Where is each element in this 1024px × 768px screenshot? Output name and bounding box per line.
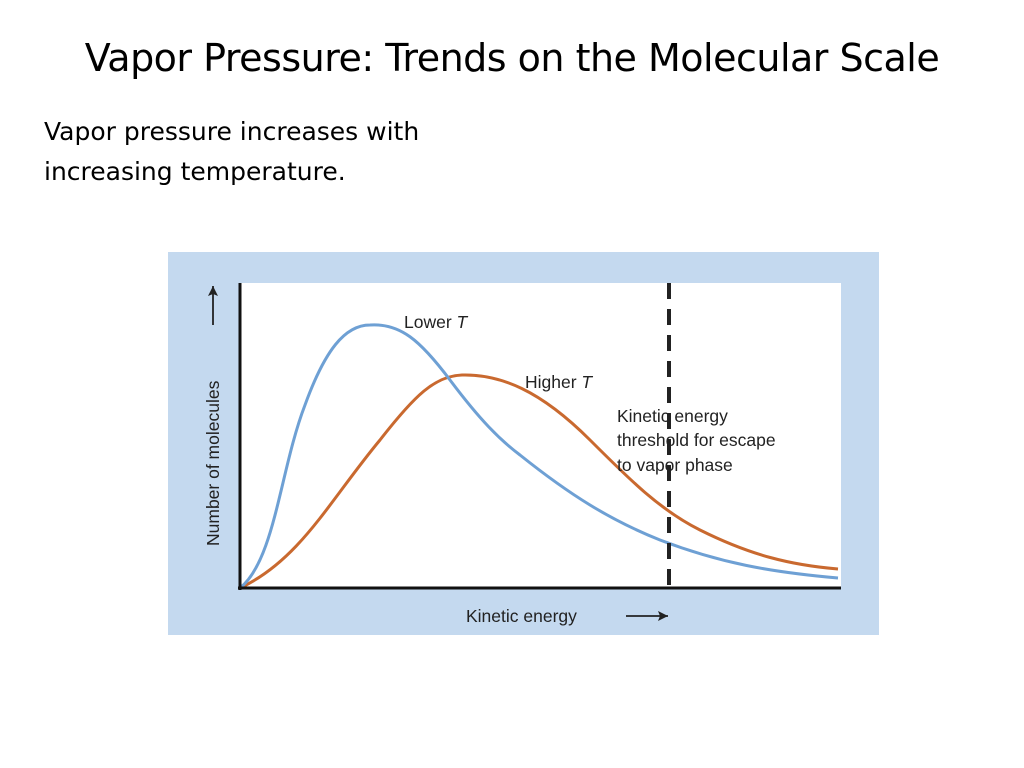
threshold-label-line-3: to vapor phase	[617, 455, 733, 475]
slide-body-text: Vapor pressure increases with increasing…	[44, 117, 420, 186]
lower-t-curve	[239, 323, 839, 590]
lower-t-label: Lower T	[404, 312, 469, 332]
higher-t-label: Higher T	[525, 372, 593, 392]
lower-t-label-variable: T	[457, 312, 469, 332]
x-axis-arrow-icon	[626, 611, 668, 621]
higher-t-label-prefix: Higher	[525, 372, 581, 392]
lower-t-label-prefix: Lower	[404, 312, 457, 332]
slide-title: Vapor Pressure: Trends on the Molecular …	[84, 36, 940, 80]
threshold-label-line-2: threshold for escape	[617, 430, 776, 450]
x-axis-label: Kinetic energy	[466, 606, 577, 626]
higher-t-label-variable: T	[581, 372, 593, 392]
threshold-label-line-1: Kinetic energy	[617, 406, 728, 426]
plot-area	[240, 283, 841, 588]
higher-t-curve	[239, 373, 839, 590]
y-axis-arrow-icon	[208, 286, 218, 325]
y-axis-label: Number of molecules	[203, 380, 223, 546]
